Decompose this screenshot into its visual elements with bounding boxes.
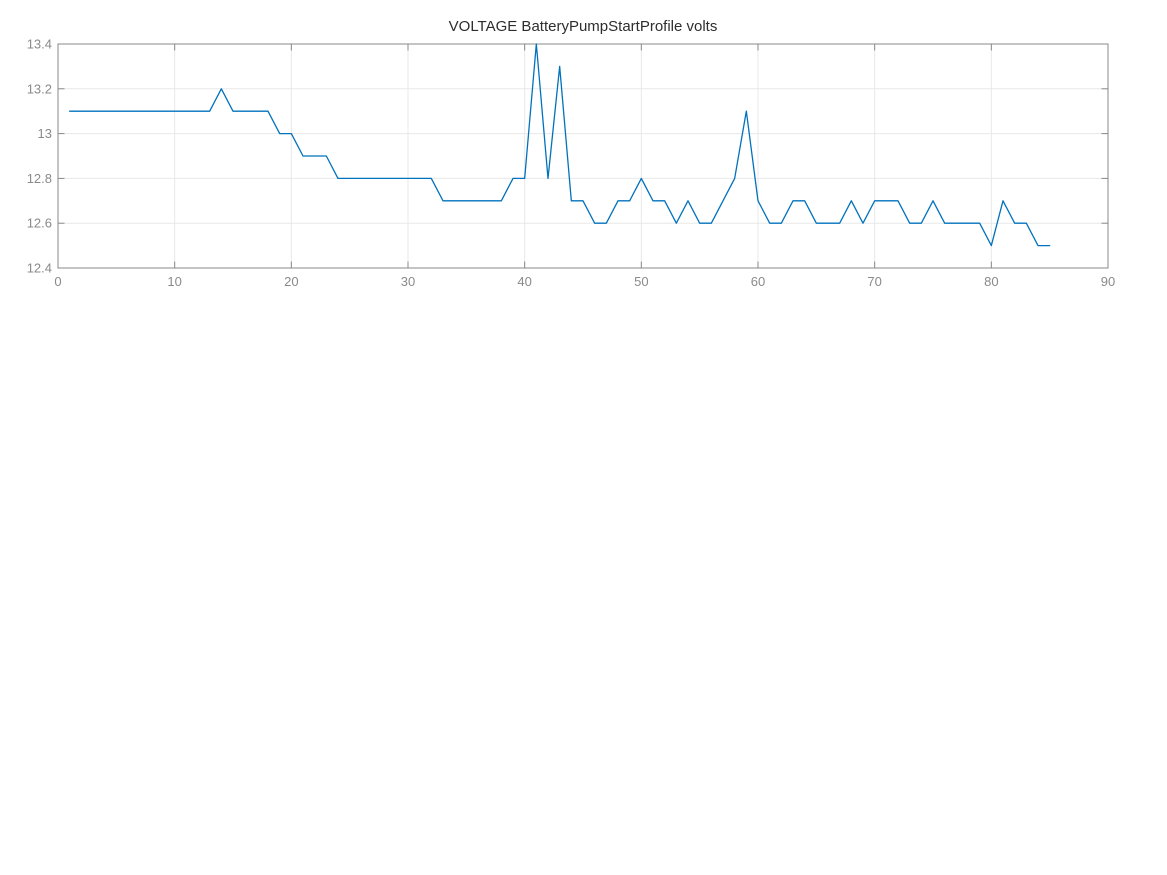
y-tick-label: 13.2 xyxy=(27,81,52,96)
x-tick-label: 10 xyxy=(167,274,181,289)
x-tick-label: 60 xyxy=(751,274,765,289)
x-tick-label: 0 xyxy=(54,274,61,289)
y-tick-label: 13.4 xyxy=(27,37,52,52)
x-tick-label: 30 xyxy=(401,274,415,289)
x-tick-label: 80 xyxy=(984,274,998,289)
voltage-series-line xyxy=(69,43,1051,247)
axes-box-and-ticks xyxy=(57,43,1109,269)
axes-box xyxy=(57,43,1109,269)
data-series xyxy=(69,43,1051,247)
x-tick-label: 20 xyxy=(284,274,298,289)
x-tick-label: 70 xyxy=(867,274,881,289)
y-tick-label: 12.8 xyxy=(27,171,52,186)
chart-title: VOLTAGE BatteryPumpStartProfile volts xyxy=(449,18,718,35)
gridlines xyxy=(58,44,1108,268)
x-tick-label: 90 xyxy=(1101,274,1115,289)
x-tick-label: 40 xyxy=(517,274,531,289)
tick-labels: 0 10 20 30 40 50 60 70 80 90 12.4 12.6 12.8 13 13.2 13.… xyxy=(27,37,1116,290)
y-tick-label: 13 xyxy=(38,126,52,141)
y-tick-label: 12.6 xyxy=(27,216,52,231)
x-tick-label: 50 xyxy=(634,274,648,289)
y-tick-label: 12.4 xyxy=(27,261,52,276)
